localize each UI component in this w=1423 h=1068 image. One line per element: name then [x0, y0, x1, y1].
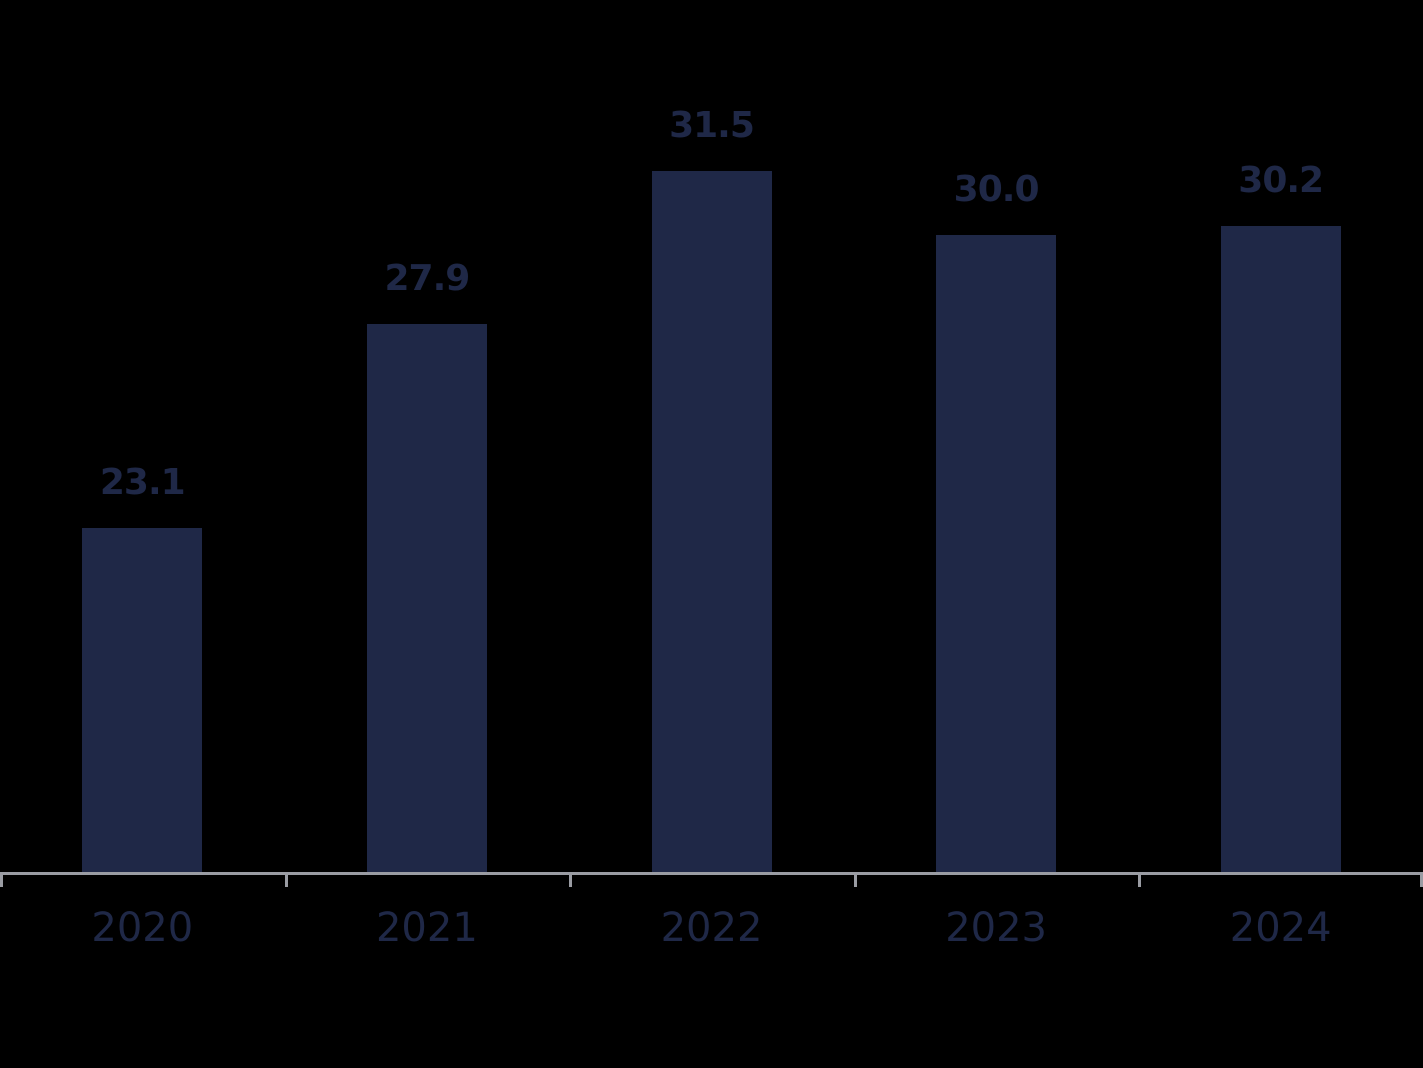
x-axis-tick: [0, 872, 3, 887]
x-axis-tick: [1420, 872, 1423, 887]
x-tick-label: 2023: [945, 905, 1047, 951]
x-axis-tick: [285, 872, 288, 887]
bar-2023: [936, 234, 1057, 872]
bar-2021: [366, 323, 487, 872]
x-tick-label: 2021: [375, 905, 478, 951]
bar-2020: [82, 527, 203, 872]
value-label: 23.1: [99, 461, 186, 503]
value-label: 31.5: [669, 105, 755, 146]
x-axis-tick: [1138, 872, 1141, 887]
x-axis-line: [0, 872, 1423, 875]
value-label: 30.0: [953, 168, 1040, 210]
x-tick-label: 2022: [660, 905, 763, 951]
x-tick-label: 2024: [1229, 905, 1332, 951]
x-axis-tick: [569, 872, 572, 887]
bar-2022: [651, 171, 772, 872]
x-tick-label: 2020: [91, 905, 194, 951]
x-axis-tick: [854, 872, 857, 887]
value-label: 27.9: [384, 257, 470, 299]
value-label: 30.2: [1238, 160, 1324, 202]
bar-2024: [1220, 226, 1341, 872]
